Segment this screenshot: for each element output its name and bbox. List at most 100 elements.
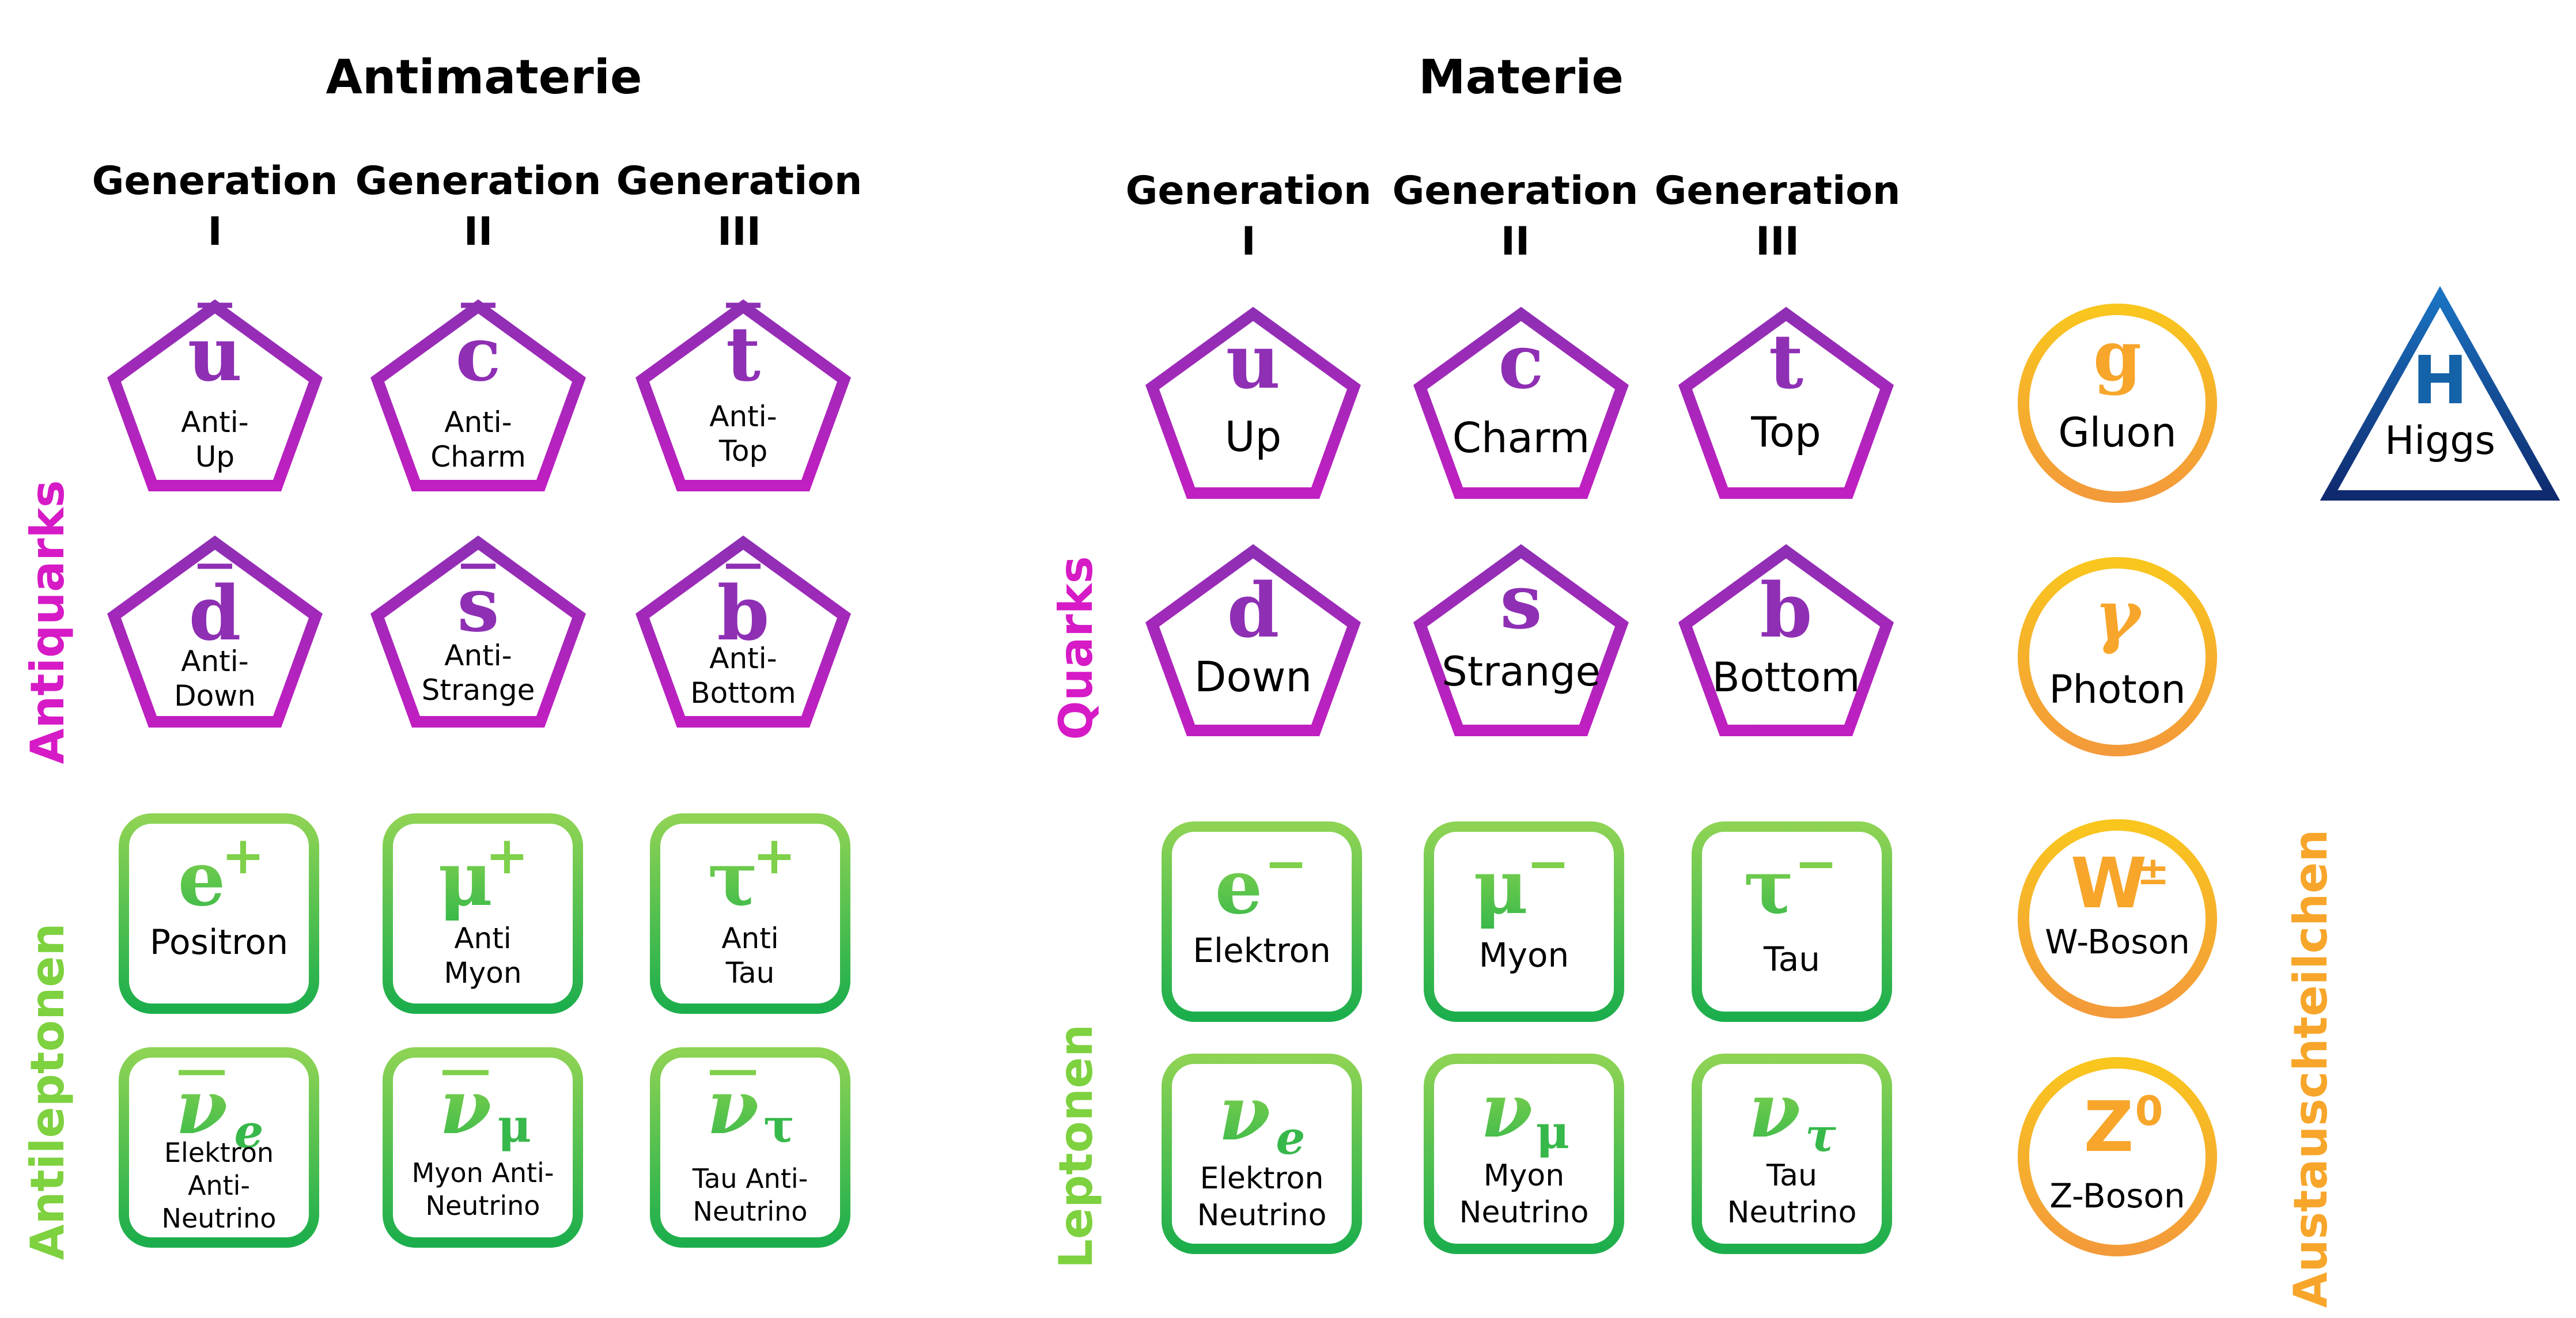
boson-z: Z 0 Z-Boson: [2018, 1057, 2217, 1256]
gen-3-word: Generation: [1655, 168, 1901, 214]
antimatter-generation-headers: Generation I Generation II Generation II…: [92, 158, 863, 255]
particle-symbol: t: [726, 310, 761, 398]
particle-subscript: τ: [1805, 1108, 1836, 1162]
boson-higgs: H Higgs: [2320, 286, 2560, 501]
gen-3-word: Generation: [616, 158, 863, 204]
pentagon-frame: [1145, 306, 1361, 499]
antiquark-charm: c Anti- Charm: [370, 299, 586, 491]
particle-subscript: μ: [498, 1099, 532, 1153]
particle-label-1: Tau Anti-: [692, 1163, 808, 1194]
pentagon-frame: [370, 299, 586, 491]
particle-symbol: g: [2093, 316, 2142, 397]
gen-1-numeral: I: [1241, 219, 1255, 264]
gen-1-word: Generation: [1126, 168, 1372, 214]
charge-superscript: −: [1264, 833, 1307, 894]
lepton-frame: [1162, 821, 1362, 1022]
pentagon-frame: [1413, 306, 1629, 499]
charge-superscript: +: [485, 825, 528, 886]
gen-2-word: Generation: [1393, 168, 1639, 214]
gen-2-numeral: II: [1501, 219, 1530, 264]
quark-up: u Up: [1145, 306, 1361, 499]
particle-symbol: μ: [438, 835, 493, 923]
particle-label-1: Anti-: [709, 642, 777, 675]
matter-generation-headers: Generation I Generation II Generation II…: [1126, 168, 1901, 264]
particle-label-2: Top: [718, 434, 767, 468]
quark-down: d Down: [1145, 544, 1361, 736]
pentagon-frame: [107, 299, 323, 491]
particle-subscript: e: [234, 1104, 264, 1158]
lepton-frame: [650, 1047, 850, 1248]
particle-label-2: Bottom: [690, 676, 796, 710]
particle-label: Z-Boson: [2049, 1176, 2185, 1215]
particle-label-2: Charm: [430, 440, 526, 474]
particle-label-1: Anti-: [444, 406, 512, 439]
pentagon-frame: [636, 299, 851, 491]
particle-label: Bottom: [1712, 654, 1860, 701]
particle-label-2: Neutrino: [1727, 1195, 1857, 1230]
particle-subscript: e: [1276, 1111, 1306, 1165]
particle-label: Tau: [1763, 940, 1820, 979]
particle-label-2: Neutrino: [1459, 1195, 1589, 1230]
quark-top: t Top: [1678, 306, 1894, 499]
quark-bottom: b Bottom: [1678, 544, 1894, 736]
quarks-row-label: Quarks: [1049, 556, 1103, 740]
particle-label-2: Strange: [422, 673, 535, 707]
particle-symbol: H: [2412, 342, 2468, 419]
boson-photon: γ Photon: [2018, 557, 2217, 756]
pentagon-frame: [107, 535, 323, 728]
lepton-frame: [119, 1047, 319, 1248]
particle-label: W-Boson: [2045, 922, 2190, 961]
particle-symbol: d: [189, 569, 241, 657]
pentagon-frame: [1145, 544, 1361, 736]
antiquark-down: d Anti- Down: [107, 535, 323, 728]
particle-label: Higgs: [2385, 418, 2495, 464]
gen-1-word: Generation: [92, 158, 338, 204]
particle-symbol: b: [1760, 566, 1813, 654]
boson-frame: [2018, 1057, 2217, 1256]
particle-label: Charm: [1452, 414, 1590, 462]
particle-symbol: s: [1500, 558, 1542, 646]
antilepton-anti-muon-neutrino: ν μ Myon Anti- Neutrino: [383, 1047, 583, 1248]
particle-label-1: Anti-: [181, 645, 248, 678]
boson-frame: [2018, 557, 2217, 756]
particle-symbol: ν: [1749, 1066, 1800, 1154]
gen-2-word: Generation: [355, 158, 602, 204]
gen-1-numeral: I: [207, 209, 222, 255]
lepton-muon: μ − Myon: [1424, 821, 1624, 1022]
pentagon-frame: [1678, 544, 1894, 736]
particle-symbol: ν: [707, 1063, 759, 1151]
lepton-frame: [1424, 821, 1624, 1022]
charge-superscript: ±: [2137, 849, 2170, 894]
particle-label-2: Neutrino: [426, 1190, 540, 1221]
antiquark-bottom: b Anti- Bottom: [636, 535, 851, 728]
particle-label-1: Anti: [721, 922, 778, 955]
particle-label-2: Anti-: [188, 1170, 250, 1201]
lepton-muon-neutrino: ν μ Myon Neutrino: [1424, 1054, 1624, 1254]
bosons-row-label: Austauschteilchen: [2284, 830, 2337, 1308]
particle-label-1: Anti-: [181, 406, 248, 439]
gen-3-numeral: III: [717, 209, 761, 255]
higgs-frame: [2320, 286, 2560, 501]
particle-subscript: τ: [763, 1099, 795, 1153]
pentagon-frame: [370, 535, 586, 728]
particle-label-1: Elektron: [1200, 1161, 1324, 1196]
particle-symbol: Z: [2083, 1088, 2134, 1168]
antiquark-strange: s Anti- Strange: [370, 535, 586, 728]
particle-label: Gluon: [2058, 409, 2176, 456]
antiquark-top: t Anti- Top: [636, 299, 851, 491]
particle-label: Down: [1194, 653, 1312, 701]
boson-frame: [2018, 819, 2217, 1018]
particle-label-2: Neutrino: [1197, 1198, 1327, 1233]
pentagon-frame: [1678, 306, 1894, 499]
particle-symbol: μ: [1473, 843, 1528, 931]
pentagon-frame: [1413, 544, 1629, 736]
boson-frame: [2018, 304, 2217, 503]
particle-label-1: Tau: [1766, 1158, 1817, 1193]
charge-superscript: 0: [2135, 1088, 2163, 1135]
particle-symbol: c: [1498, 317, 1544, 406]
particle-label-2: Up: [195, 440, 234, 474]
charge-superscript: +: [221, 825, 264, 886]
pentagon-frame: [636, 535, 851, 728]
particle-symbol: s: [457, 560, 499, 649]
